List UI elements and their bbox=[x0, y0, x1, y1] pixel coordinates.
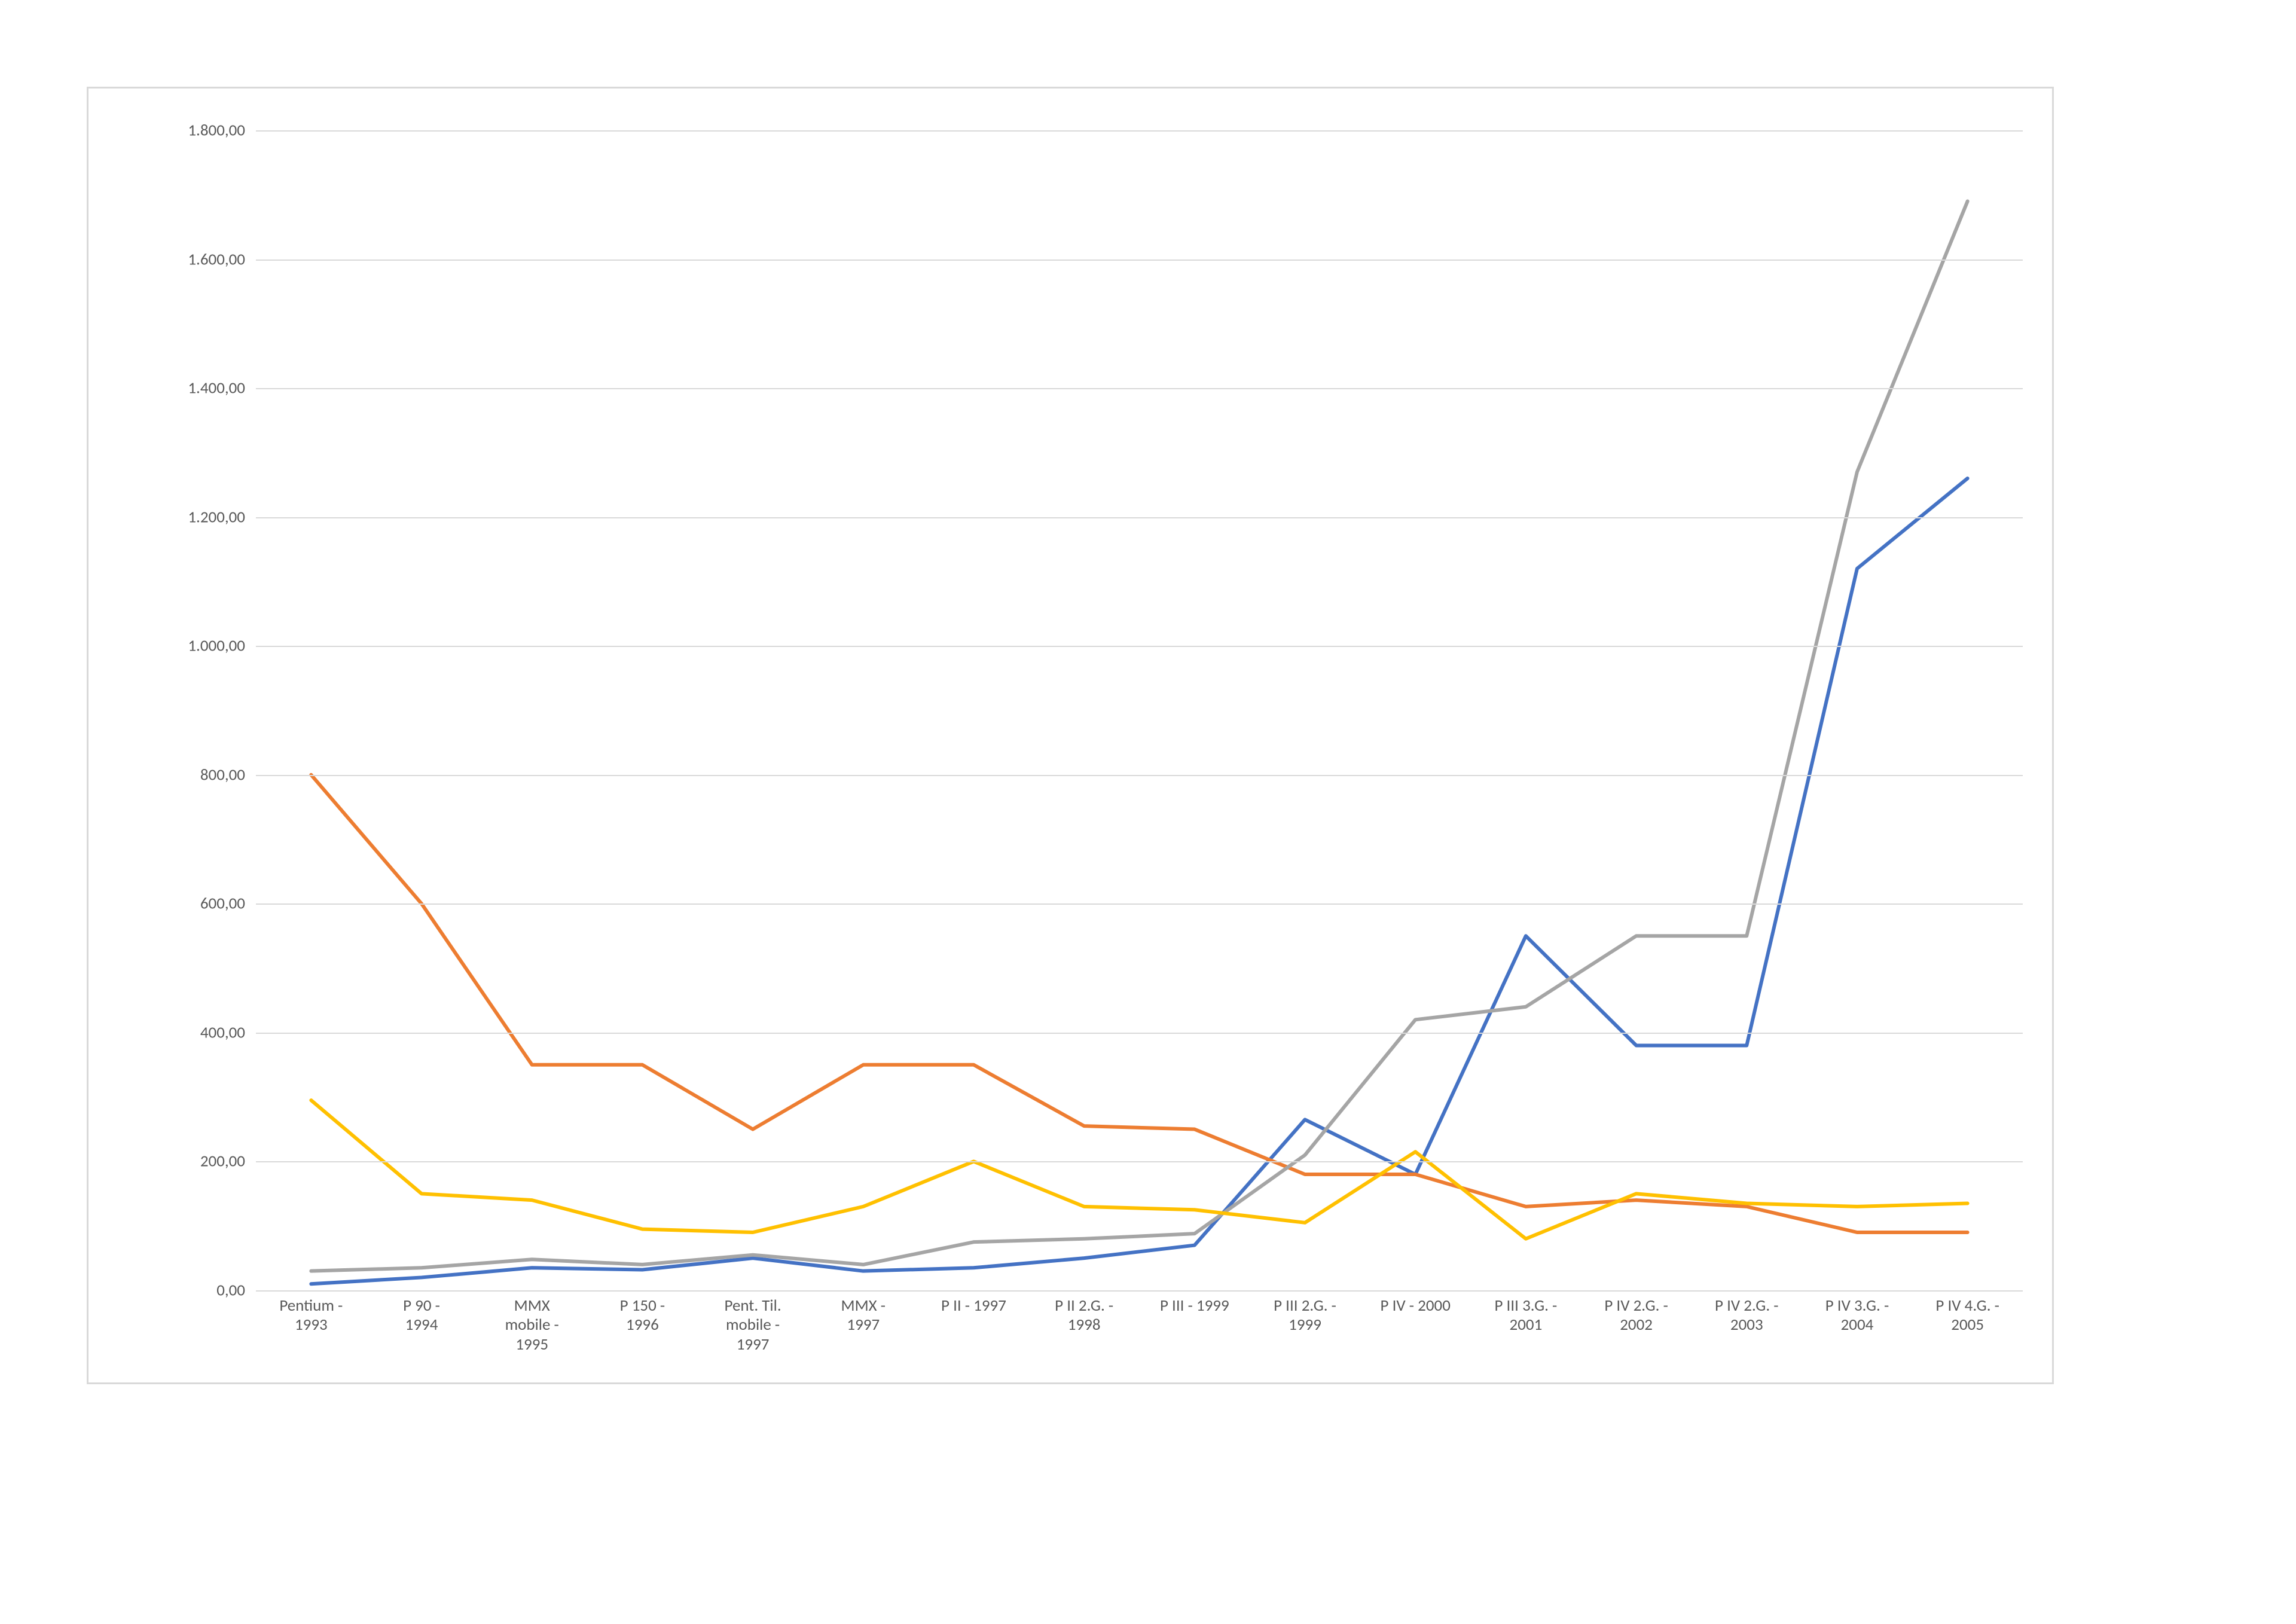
plot-area bbox=[256, 130, 2023, 1290]
chart-lines bbox=[256, 130, 2023, 1290]
x-tick-label: P III - 1999 bbox=[1140, 1296, 1250, 1315]
gridline bbox=[256, 388, 2023, 389]
gridline bbox=[256, 903, 2023, 905]
x-tick-label: P III 2.G. - 1999 bbox=[1250, 1296, 1360, 1335]
y-tick-label: 200,00 bbox=[88, 1152, 245, 1171]
x-tick-label: P II 2.G. - 1998 bbox=[1029, 1296, 1140, 1335]
y-tick-label: 1.600,00 bbox=[88, 249, 245, 269]
x-tick-label: MMX mobile - 1995 bbox=[477, 1296, 587, 1354]
gridline bbox=[256, 646, 2023, 647]
x-tick-label: P 150 - 1996 bbox=[587, 1296, 698, 1335]
y-tick-label: 400,00 bbox=[88, 1022, 245, 1042]
chart-frame: 0,00 200,00 400,00 600,00 800,00 1.000,00 1.20… bbox=[87, 87, 2054, 1384]
gridline bbox=[256, 517, 2023, 518]
x-tick-label: P IV 3.G. - 2004 bbox=[1802, 1296, 1913, 1335]
gridline bbox=[256, 1290, 2023, 1292]
x-tick-label: Pentium - 1993 bbox=[256, 1296, 367, 1335]
x-tick-label: P IV - 2000 bbox=[1360, 1296, 1471, 1315]
gridline bbox=[256, 260, 2023, 261]
x-tick-label: P II - 1997 bbox=[918, 1296, 1029, 1315]
gridline bbox=[256, 1033, 2023, 1034]
x-tick-label: Pent. Til. mobile - 1997 bbox=[698, 1296, 808, 1354]
line-series-1 bbox=[311, 478, 1967, 1284]
line-series-4 bbox=[311, 1100, 1967, 1239]
x-tick-label: P IV 4.G. - 2005 bbox=[1912, 1296, 2023, 1335]
gridline bbox=[256, 130, 2023, 132]
x-tick-label: MMX - 1997 bbox=[808, 1296, 918, 1335]
y-tick-label: 1.800,00 bbox=[88, 121, 245, 141]
y-tick-label: 1.000,00 bbox=[88, 636, 245, 656]
y-tick-label: 1.200,00 bbox=[88, 507, 245, 527]
y-tick-label: 0,00 bbox=[88, 1281, 245, 1301]
x-tick-label: P 90 - 1994 bbox=[367, 1296, 477, 1335]
gridline bbox=[256, 1161, 2023, 1162]
line-series-2 bbox=[311, 775, 1967, 1232]
gridline bbox=[256, 775, 2023, 776]
x-tick-label: P IV 2.G. - 2003 bbox=[1692, 1296, 1802, 1335]
y-tick-label: 600,00 bbox=[88, 894, 245, 914]
page: 0,00 200,00 400,00 600,00 800,00 1.000,00 1.20… bbox=[0, 0, 2296, 1624]
y-tick-label: 1.400,00 bbox=[88, 378, 245, 398]
y-tick-label: 800,00 bbox=[88, 765, 245, 784]
line-series-3 bbox=[311, 202, 1967, 1271]
x-tick-label: P IV 2.G. - 2002 bbox=[1581, 1296, 1692, 1335]
x-tick-label: P III 3.G. - 2001 bbox=[1471, 1296, 1581, 1335]
